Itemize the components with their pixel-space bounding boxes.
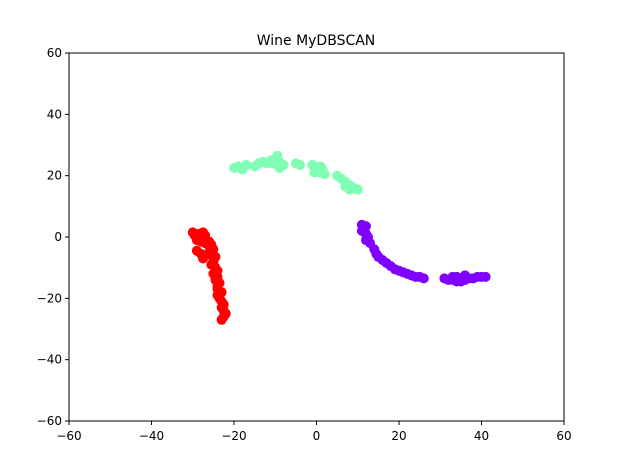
data-point-cluster-1	[198, 253, 209, 264]
x-tick-label: 60	[556, 429, 571, 443]
data-point-cluster-2	[340, 181, 351, 192]
x-tick-label: −20	[221, 429, 246, 443]
chart-title: Wine MyDBSCAN	[257, 33, 376, 49]
y-tick-label: −40	[37, 353, 62, 367]
data-point-cluster-1	[216, 314, 227, 325]
y-tick-label: 20	[47, 169, 62, 183]
data-points	[187, 150, 491, 325]
data-point-cluster-2	[352, 184, 363, 195]
data-point-cluster-2	[295, 159, 305, 170]
data-point-cluster-2	[272, 150, 283, 161]
plot-frame	[68, 52, 565, 422]
data-point-cluster-2	[278, 159, 289, 170]
y-tick-label: 60	[47, 46, 62, 60]
data-point-cluster-3	[480, 271, 491, 282]
y-tick-label: 0	[54, 230, 62, 244]
x-axis: −60 −40 −20 0 20 40 60	[56, 421, 572, 443]
y-axis: −60 −40 −20 0 20 40 60	[37, 46, 69, 428]
y-tick-label: −60	[37, 414, 62, 428]
x-tick-label: 0	[313, 429, 321, 443]
data-point-cluster-2	[241, 159, 252, 170]
data-point-cluster-3	[418, 273, 429, 284]
data-point-cluster-2	[319, 169, 330, 180]
data-point-cluster-2	[315, 161, 326, 172]
x-tick-label: −40	[139, 429, 164, 443]
x-tick-label: 20	[391, 429, 406, 443]
y-tick-label: 40	[47, 107, 62, 121]
x-tick-label: −60	[56, 429, 81, 443]
x-tick-label: 40	[474, 429, 489, 443]
data-point-cluster-3	[460, 270, 470, 281]
data-point-cluster-3	[451, 271, 462, 282]
y-tick-label: −20	[37, 291, 62, 305]
